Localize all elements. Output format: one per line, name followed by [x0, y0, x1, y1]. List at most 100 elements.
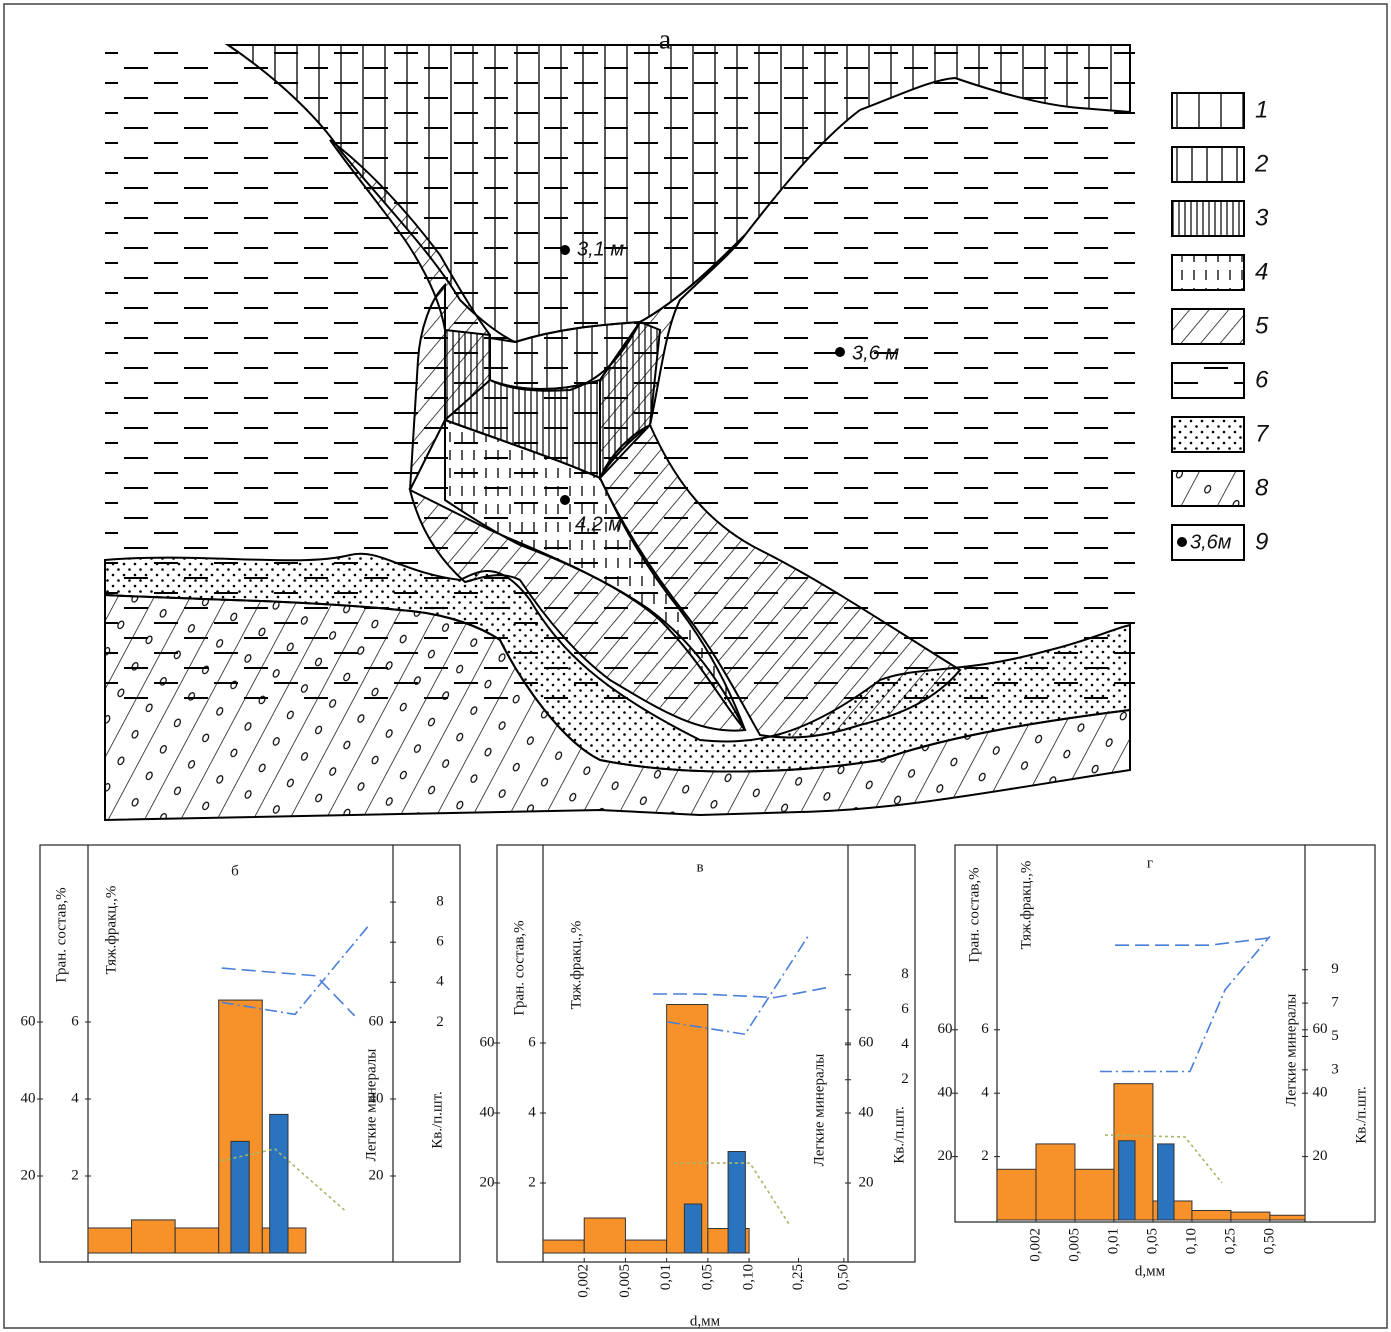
- y-tick-label: 40: [21, 1090, 36, 1106]
- axis-label: Тяж.фракц.,%: [568, 921, 584, 1010]
- bar: [583, 1217, 626, 1254]
- bar: [542, 1239, 585, 1254]
- x-tick-label: 0,002: [1027, 1228, 1043, 1262]
- chart-frame: [954, 844, 1376, 1223]
- y-tick-label: 60: [21, 1013, 36, 1029]
- point: [560, 245, 570, 255]
- legend-swatch: [1171, 92, 1245, 129]
- line: [667, 935, 809, 1036]
- axis-label: Гран. состав,%: [966, 867, 982, 962]
- legend-label: 7: [1255, 420, 1270, 447]
- y-tick-label: 20: [859, 1174, 874, 1190]
- line: [221, 1148, 346, 1212]
- x-tick-label: 0,10: [741, 1264, 757, 1290]
- chart-title: г: [1147, 855, 1153, 871]
- x-tick-label: 0,01: [1105, 1228, 1121, 1254]
- legend-label: 5: [1255, 312, 1269, 339]
- legend-swatch: [1171, 254, 1245, 291]
- y-tick-label: 40: [369, 1090, 384, 1106]
- legend-label: 8: [1255, 474, 1269, 501]
- y-tick-label: 4: [71, 1090, 79, 1106]
- x-tick-label: 0,50: [835, 1264, 851, 1290]
- y-tick-label: 60: [1313, 1021, 1328, 1037]
- chart-title: в: [696, 859, 703, 875]
- y-tick-label: 7: [1331, 995, 1339, 1011]
- y-tick-label: 60: [369, 1013, 384, 1029]
- bar: [269, 1113, 289, 1254]
- point-label: 3,1 м: [577, 238, 624, 260]
- y-tick-label: 60: [859, 1034, 874, 1050]
- bar: [87, 1227, 133, 1254]
- legend-label: 4: [1255, 258, 1268, 285]
- bar: [1074, 1168, 1115, 1221]
- legend-label: 3: [1255, 204, 1269, 231]
- y-tick-label: 20: [1313, 1148, 1328, 1164]
- y-tick-label: 4: [901, 1036, 909, 1052]
- legend-label: 1: [1255, 96, 1268, 123]
- x-tick-label: 0,005: [1066, 1228, 1082, 1262]
- y-tick-label: 6: [436, 934, 444, 950]
- legend: 3,6м 1 2 3 4 5 6 7 8 9: [1171, 92, 1270, 561]
- legend-swatch: [1171, 416, 1245, 453]
- layer-5-right: [598, 423, 962, 739]
- x-tick-label: 0,25: [790, 1264, 806, 1290]
- chart-frame: [39, 844, 461, 1263]
- x-tick-label: 0,002: [576, 1264, 592, 1298]
- y-tick-label: 20: [21, 1167, 36, 1183]
- y-tick-label: 4: [436, 974, 444, 990]
- figure-border: [3, 3, 1388, 1329]
- y-tick-label: 8: [436, 894, 444, 910]
- bar: [174, 1227, 220, 1254]
- y-tick-label: 2: [436, 1014, 444, 1030]
- bar: [131, 1219, 176, 1254]
- bar: [996, 1168, 1037, 1221]
- bar: [683, 1203, 703, 1254]
- axis-label: Кв./п.шт.: [429, 1091, 445, 1149]
- axis-label: Легкие минералы: [363, 1049, 379, 1162]
- x-tick-label: 0,50: [1261, 1228, 1277, 1254]
- y-tick-label: 8: [901, 966, 909, 982]
- bar: [1269, 1214, 1306, 1221]
- y-tick-label: 4: [528, 1104, 536, 1120]
- y-tick-label: 6: [528, 1034, 536, 1050]
- y-tick-label: 6: [901, 1001, 909, 1017]
- legend-swatch: [1171, 362, 1245, 399]
- legend-swatch: [1171, 470, 1245, 507]
- legend-dot: [1177, 537, 1187, 547]
- line: [1099, 935, 1271, 1073]
- legend-label: 2: [1254, 150, 1268, 177]
- bar: [1157, 1143, 1175, 1221]
- y-tick-label: 40: [938, 1085, 953, 1101]
- axis-label: Тяж.фракц.,%: [103, 886, 119, 975]
- legend-sample: 3,6м: [1190, 531, 1232, 553]
- legend-label: 9: [1255, 528, 1268, 555]
- point: [560, 495, 570, 505]
- bar: [1118, 1140, 1136, 1221]
- legend-label: 6: [1255, 366, 1269, 393]
- y-tick-label: 2: [981, 1148, 989, 1164]
- x-tick-label: 0,10: [1183, 1228, 1199, 1254]
- layer-2: [489, 320, 642, 392]
- bar: [727, 1151, 746, 1254]
- x-axis-label: d,мм: [1135, 1263, 1166, 1279]
- bar: [230, 1140, 250, 1254]
- bar: [624, 1239, 668, 1254]
- line: [221, 967, 356, 1017]
- line: [653, 986, 831, 999]
- line: [1104, 1134, 1223, 1184]
- axis-label: Легкие минералы: [811, 1054, 827, 1167]
- chart-title: б: [231, 863, 239, 879]
- y-tick-label: 2: [901, 1071, 909, 1087]
- y-tick-label: 20: [369, 1167, 384, 1183]
- y-tick-label: 40: [859, 1104, 874, 1120]
- axis-label: Кв./п.шт.: [891, 1106, 907, 1164]
- chart-frame: [496, 844, 916, 1263]
- x-tick-label: 0,25: [1222, 1228, 1238, 1254]
- y-tick-label: 9: [1331, 961, 1339, 977]
- layer-5-bottom: [408, 488, 747, 732]
- legend-swatch: [1171, 308, 1245, 345]
- line: [221, 923, 371, 1016]
- point-label: 4,2 м: [575, 513, 622, 535]
- x-tick-label: 0,005: [617, 1264, 633, 1298]
